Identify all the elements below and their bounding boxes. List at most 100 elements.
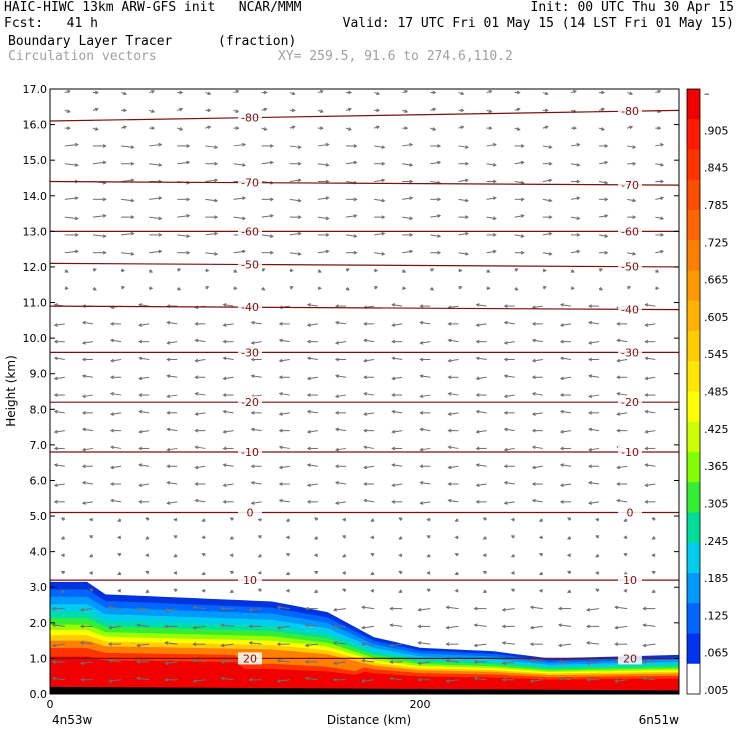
vector-head <box>475 376 480 381</box>
vector-head <box>616 465 621 470</box>
vector-head <box>317 269 322 273</box>
vector-head <box>363 498 368 503</box>
colorbar-swatch <box>687 452 700 483</box>
vector-head <box>445 658 450 663</box>
vector-head <box>88 588 93 593</box>
vector-head <box>81 464 86 469</box>
vector-head <box>220 606 225 611</box>
vector-head <box>257 535 262 539</box>
circulation-vector <box>374 252 385 255</box>
circulation-vector <box>364 412 375 415</box>
vector-head <box>601 107 606 112</box>
vector-head <box>404 126 409 131</box>
vector-head <box>559 376 564 381</box>
vector-head <box>576 162 581 167</box>
vector-head <box>66 126 71 131</box>
vector-head <box>109 322 114 326</box>
vector-head <box>250 374 255 378</box>
vector-head <box>542 268 547 273</box>
vector-head <box>201 518 206 522</box>
circulation-vector <box>430 215 441 218</box>
vector-head <box>363 338 368 343</box>
circulation-vector <box>530 679 543 682</box>
circulation-vector <box>542 252 552 255</box>
vector-head <box>544 108 549 113</box>
vector-head <box>445 679 450 683</box>
vector-head <box>447 498 452 503</box>
circulation-vector <box>502 661 515 664</box>
vector-head <box>60 589 65 593</box>
circulation-vector <box>223 304 234 307</box>
vector-head <box>514 268 519 272</box>
vector-head <box>276 658 281 663</box>
circulation-vector <box>54 410 65 414</box>
vector-head <box>586 624 590 629</box>
circulation-vector <box>532 358 543 362</box>
vector-head <box>538 518 543 522</box>
circulation-vector <box>139 430 150 433</box>
vector-head <box>391 376 396 381</box>
circulation-vector <box>221 624 234 627</box>
vector-head <box>573 126 578 131</box>
vector-head <box>229 570 234 575</box>
vector-head <box>334 447 339 452</box>
vector-head <box>263 127 268 131</box>
vector-head <box>334 357 339 362</box>
contour-label: 10 <box>243 574 257 587</box>
vector-head <box>409 249 414 254</box>
circulation-vector <box>233 250 246 254</box>
vector-head <box>559 356 564 361</box>
circulation-vector <box>223 410 234 414</box>
vector-head <box>627 286 632 290</box>
vector-head <box>242 142 247 147</box>
circulation-vector <box>223 323 234 326</box>
vector-head <box>492 233 497 237</box>
vector-head <box>53 409 58 414</box>
circulation-vector <box>627 252 636 255</box>
vector-head <box>248 677 253 682</box>
circulation-vector <box>458 198 469 202</box>
circulation-vector <box>560 304 572 307</box>
vector-head <box>616 428 621 433</box>
circulation-vector <box>364 358 375 362</box>
vector-head <box>419 320 424 325</box>
circulation-vector <box>307 483 318 487</box>
vector-head <box>644 429 649 434</box>
vector-head <box>81 410 86 415</box>
vector-head <box>325 163 330 167</box>
vector-head <box>632 251 637 256</box>
vector-head <box>179 90 184 95</box>
vector-head <box>102 250 107 255</box>
vector-head <box>145 570 150 575</box>
circulation-vector <box>392 410 403 414</box>
temperature-contour <box>49 109 680 122</box>
vector-head <box>417 677 422 682</box>
circulation-vector <box>139 323 150 326</box>
vector-head <box>447 338 452 343</box>
vector-head <box>616 338 621 343</box>
vector-head <box>419 427 424 432</box>
circulation-vector <box>392 376 403 380</box>
vector-head <box>81 427 86 432</box>
circulation-vector <box>504 321 515 325</box>
vector-head <box>473 660 478 664</box>
colorbar-label: .905 <box>704 124 729 137</box>
vector-head <box>475 393 480 397</box>
colorbar-swatch <box>687 361 700 392</box>
vector-head <box>278 338 283 343</box>
circulation-vector <box>110 393 122 396</box>
vector-head <box>559 323 564 327</box>
vector-head <box>361 679 366 683</box>
temperature-contours: -80 -80 -70 -70 -60 -60 -50 -50 -40 -40 -30 -30 -20 -… <box>49 105 680 665</box>
vector-head <box>102 197 107 202</box>
circulation-vector <box>446 606 459 610</box>
circulation-vector <box>617 358 628 362</box>
temperature-contour <box>49 305 680 311</box>
x-axis: 0 200 <box>47 688 431 711</box>
circulation-vector <box>54 357 65 360</box>
circulation-vector <box>82 482 93 485</box>
vector-head <box>651 517 656 521</box>
vector-head <box>488 126 493 131</box>
circulation-vector <box>149 216 162 220</box>
